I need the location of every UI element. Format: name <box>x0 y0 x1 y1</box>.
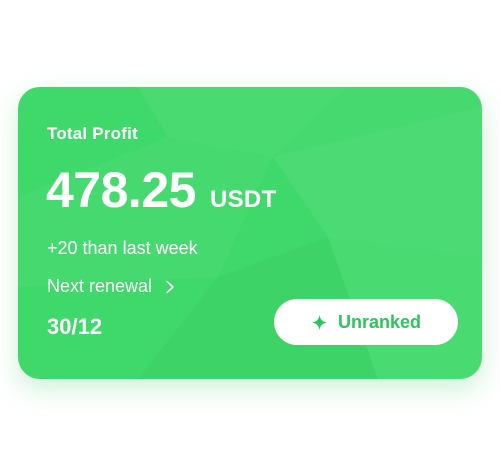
unranked-label: Unranked <box>337 311 422 332</box>
profit-amount: 478.25 <box>46 162 196 218</box>
next-renewal-label: Next renewal <box>47 276 153 296</box>
chevron-right-icon <box>166 280 174 293</box>
card-background-pattern <box>18 87 482 379</box>
weekly-change: +20 than last week <box>47 238 198 258</box>
profit-card: Total Profit 478.25 USDT +20 than last w… <box>18 87 482 379</box>
sparkle-icon <box>311 314 328 330</box>
renewal-date: 30/12 <box>47 314 103 339</box>
currency-label: USDT <box>209 186 277 213</box>
next-renewal-link[interactable]: Next renewal <box>47 276 176 297</box>
card-title: Total Profit <box>47 124 138 143</box>
unranked-button[interactable]: Unranked <box>274 299 458 345</box>
profit-amount-row: 478.25 USDT <box>46 165 276 215</box>
